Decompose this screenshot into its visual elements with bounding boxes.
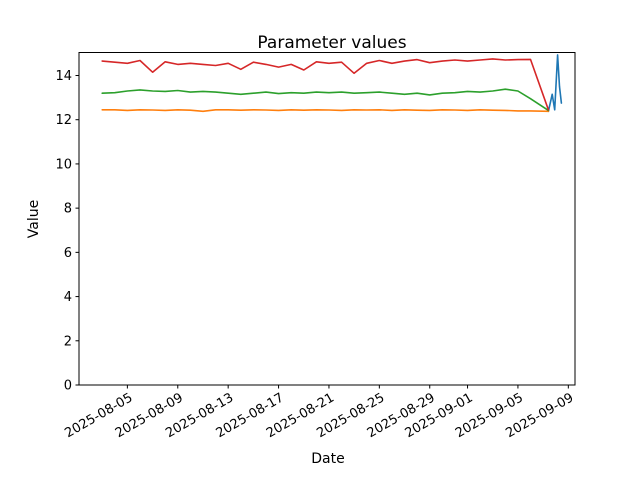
- y-tick-label: 0: [64, 379, 72, 394]
- y-tick-label: 2: [64, 334, 72, 349]
- series-blue-line: [547, 54, 563, 113]
- plot-border: [78, 52, 576, 386]
- y-tick-label: 4: [64, 290, 72, 305]
- y-tick-label: 14: [55, 69, 72, 84]
- chart-title: Parameter values: [257, 33, 406, 53]
- series-green-line: [101, 88, 550, 112]
- x-axis-label: Date: [311, 451, 344, 467]
- y-tick-label: 6: [64, 246, 72, 261]
- series-orange-line: [101, 109, 550, 113]
- plot-area: 024681012142025-08-052025-08-092025-08-1…: [55, 52, 576, 441]
- y-tick-label: 8: [64, 202, 72, 217]
- y-tick-label: 10: [55, 157, 72, 172]
- series-red-line: [101, 58, 550, 111]
- y-axis-label: Value: [26, 200, 42, 238]
- y-tick-label: 12: [55, 113, 72, 128]
